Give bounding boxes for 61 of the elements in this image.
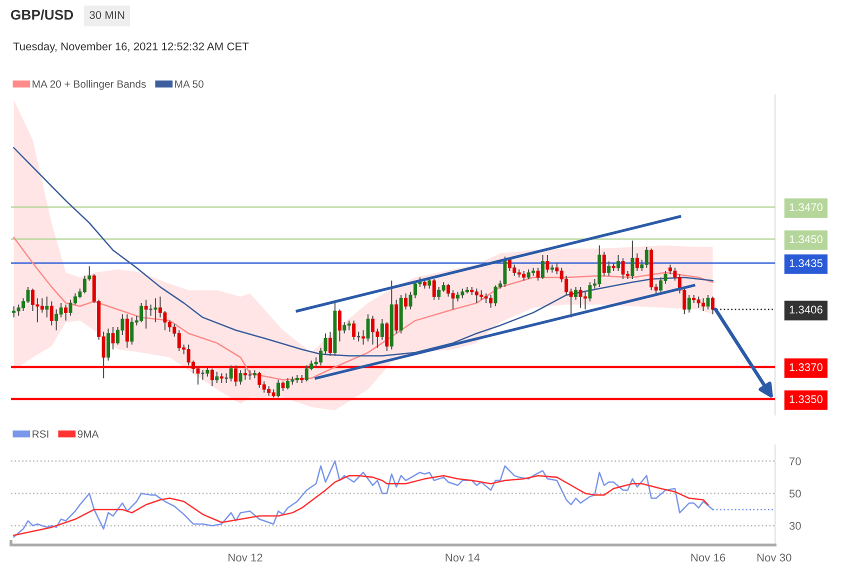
candlestick — [144, 299, 148, 330]
candlestick — [106, 328, 110, 362]
y-tick-label: 70 — [790, 457, 801, 466]
candlestick — [432, 278, 436, 300]
y-tick-label: 1.3470 — [790, 203, 823, 212]
candlestick — [404, 292, 408, 310]
candlestick — [706, 294, 710, 310]
candlestick — [602, 251, 606, 276]
candlestick — [540, 254, 544, 280]
candlestick — [154, 298, 158, 323]
x-tick-label: Nov 14 — [446, 554, 480, 562]
candlestick — [352, 320, 356, 340]
candlestick — [148, 304, 153, 316]
text: 30 MIN — [90, 11, 124, 19]
candlestick — [224, 372, 228, 384]
candlestick — [238, 370, 242, 386]
x-tick-label: Nov 12 — [228, 554, 262, 562]
candlestick — [276, 379, 280, 398]
y-tick-label: 1.3450 — [790, 235, 823, 244]
y-tick-label: 1.3406 — [790, 306, 822, 314]
candlestick — [607, 260, 611, 276]
candlestick — [630, 240, 634, 280]
candlestick — [338, 308, 342, 342]
candlestick — [229, 364, 233, 382]
line-series — [13, 474, 709, 536]
candlestick — [328, 331, 332, 356]
legend-label: MA 50 — [175, 80, 204, 88]
legend-label: 9MA — [78, 430, 99, 438]
candlestick — [546, 254, 550, 274]
candlestick — [64, 304, 68, 322]
candlestick — [710, 296, 714, 315]
candlestick — [206, 366, 210, 378]
candlestick — [45, 296, 49, 318]
candlestick — [111, 326, 115, 350]
candlestick — [281, 380, 285, 392]
y-tick-label: 50 — [789, 490, 801, 498]
candlestick — [687, 294, 691, 314]
chart-subtitle: Tuesday, November 16, 2021 12:52:32 AM CET — [13, 42, 249, 53]
y-tick-label: 1.3435 — [790, 259, 822, 268]
y-tick-label: 30 — [789, 522, 801, 530]
candlestick — [635, 252, 639, 272]
candlestick — [234, 364, 238, 387]
x-tick-label: Nov 16 — [691, 554, 726, 562]
candlestick — [50, 300, 54, 326]
y-tick-label: 1.3370 — [790, 363, 823, 372]
x-tick-label: Nov 30 — [757, 554, 792, 562]
candlestick — [616, 254, 620, 272]
line-series — [13, 236, 714, 380]
candlestick — [536, 267, 540, 282]
candlestick — [200, 370, 205, 380]
candlestick — [366, 314, 370, 342]
candlestick — [215, 371, 219, 384]
candlestick — [210, 368, 214, 387]
chart-title: GBP/USD — [10, 10, 74, 20]
y-tick-label: 1.3350 — [790, 395, 823, 404]
legend-label: MA 20 + Bollinger Bands — [32, 80, 146, 90]
legend-label: RSI — [32, 430, 48, 438]
candlestick — [125, 314, 129, 348]
candlestick — [385, 322, 389, 352]
candlestick — [574, 286, 578, 300]
candlestick — [380, 318, 384, 340]
